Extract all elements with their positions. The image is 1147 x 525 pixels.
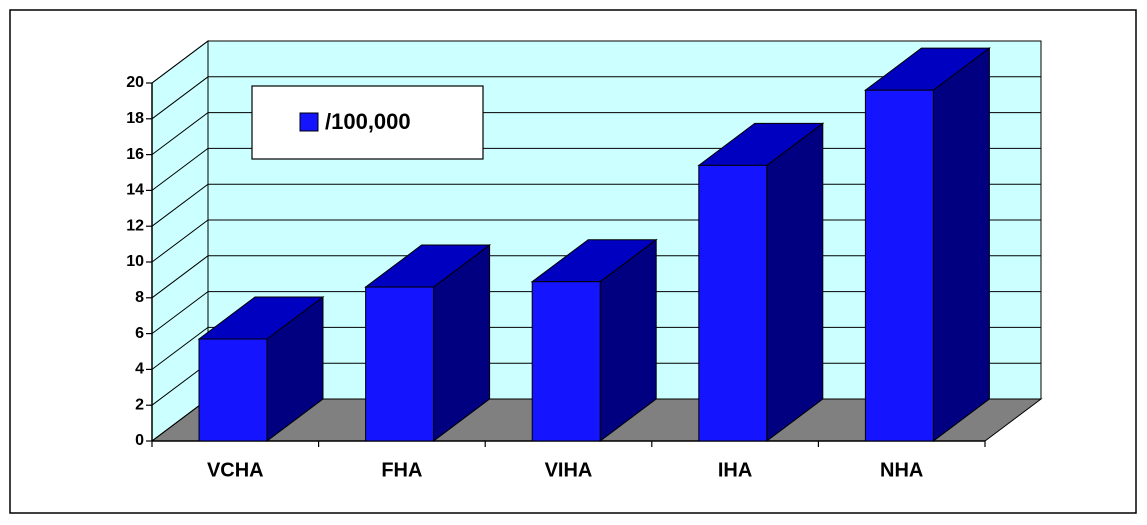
x-tick-label: FHA [381, 459, 422, 481]
x-tick-label: NHA [880, 459, 923, 481]
y-tick-label: 14 [126, 182, 144, 199]
y-tick-label: 20 [126, 74, 144, 91]
x-tick-label: VIHA [545, 459, 593, 481]
bar-front [698, 164, 768, 442]
bar [697, 122, 825, 442]
bar [863, 47, 991, 442]
bar-front [531, 281, 601, 442]
legend-label: /100,000 [325, 109, 411, 134]
bar-front [198, 338, 268, 442]
grid-line [151, 40, 1041, 84]
bar [197, 295, 325, 442]
bar-front [864, 89, 934, 442]
y-tick-label: 16 [126, 146, 144, 163]
bar-side [766, 122, 824, 442]
y-tick-label: 0 [135, 432, 144, 449]
legend-swatch [299, 112, 319, 132]
y-tick-label: 6 [135, 325, 144, 342]
x-tick-label: VCHA [207, 459, 264, 481]
y-tick-label: 2 [135, 396, 144, 413]
bar [530, 238, 658, 442]
y-tick-label: 10 [126, 253, 144, 270]
bar-side [932, 47, 990, 442]
y-tick-label: 18 [126, 110, 144, 127]
bar-front [365, 286, 435, 442]
legend [251, 85, 484, 160]
grid-line [151, 112, 1041, 156]
plot-area: 0 2 4 6 8 10 12 14 16 18 20 VCHA FHA VIHA IHA NHA [126, 40, 1043, 481]
y-tick-label: 4 [135, 361, 144, 378]
grid-line [151, 76, 1041, 120]
y-tick-label: 12 [126, 217, 144, 234]
y-tick-label: 8 [135, 289, 144, 306]
bar [364, 244, 492, 442]
x-tick-label: IHA [718, 459, 752, 481]
